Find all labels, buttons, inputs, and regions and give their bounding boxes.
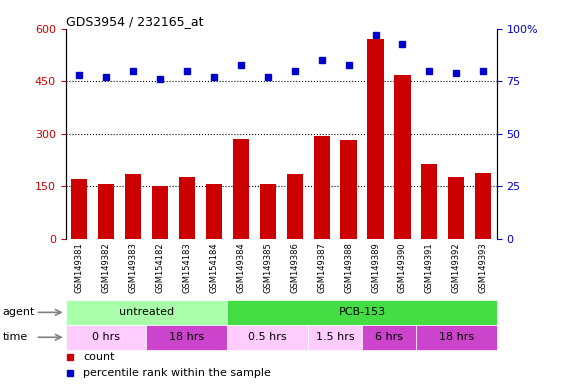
Bar	[152, 186, 168, 239]
Text: 1.5 hrs: 1.5 hrs	[316, 332, 355, 342]
Bar	[448, 177, 464, 239]
Bar	[125, 174, 141, 239]
Text: GSM149382: GSM149382	[102, 242, 111, 293]
Text: agent: agent	[3, 307, 35, 318]
Bar	[368, 39, 384, 239]
Bar	[416, 325, 497, 350]
Text: untreated: untreated	[119, 307, 174, 318]
Bar	[206, 184, 222, 239]
Bar	[227, 300, 497, 325]
Text: GSM149388: GSM149388	[344, 242, 353, 293]
Text: 0 hrs: 0 hrs	[92, 332, 120, 342]
Text: 0.5 hrs: 0.5 hrs	[248, 332, 287, 342]
Text: GSM149391: GSM149391	[425, 242, 434, 293]
Bar	[227, 325, 308, 350]
Text: GSM149390: GSM149390	[398, 242, 407, 293]
Bar	[421, 164, 437, 239]
Text: PCB-153: PCB-153	[339, 307, 385, 318]
Text: GSM149392: GSM149392	[452, 242, 461, 293]
Bar	[71, 179, 87, 239]
Text: GDS3954 / 232165_at: GDS3954 / 232165_at	[66, 15, 203, 28]
Bar	[147, 325, 227, 350]
Bar	[66, 325, 147, 350]
Text: GSM149386: GSM149386	[290, 242, 299, 293]
Text: 18 hrs: 18 hrs	[170, 332, 204, 342]
Text: GSM154182: GSM154182	[155, 242, 164, 293]
Text: GSM149384: GSM149384	[236, 242, 246, 293]
Bar	[260, 184, 276, 239]
Bar	[233, 139, 249, 239]
Bar	[287, 174, 303, 239]
Text: GSM149381: GSM149381	[75, 242, 83, 293]
Text: 18 hrs: 18 hrs	[439, 332, 474, 342]
Text: count: count	[83, 353, 114, 362]
Text: GSM149389: GSM149389	[371, 242, 380, 293]
Bar	[475, 173, 492, 239]
Text: GSM149393: GSM149393	[479, 242, 488, 293]
Text: GSM154184: GSM154184	[210, 242, 218, 293]
Bar	[395, 75, 411, 239]
Bar	[98, 184, 114, 239]
Text: GSM154183: GSM154183	[182, 242, 191, 293]
Bar	[308, 325, 362, 350]
Bar	[313, 136, 329, 239]
Text: percentile rank within the sample: percentile rank within the sample	[83, 367, 271, 377]
Text: time: time	[3, 332, 28, 342]
Bar	[66, 300, 227, 325]
Bar	[179, 177, 195, 239]
Bar	[362, 325, 416, 350]
Text: GSM149387: GSM149387	[317, 242, 326, 293]
Text: GSM149385: GSM149385	[263, 242, 272, 293]
Text: 6 hrs: 6 hrs	[375, 332, 403, 342]
Text: GSM149383: GSM149383	[128, 242, 138, 293]
Bar	[340, 140, 357, 239]
